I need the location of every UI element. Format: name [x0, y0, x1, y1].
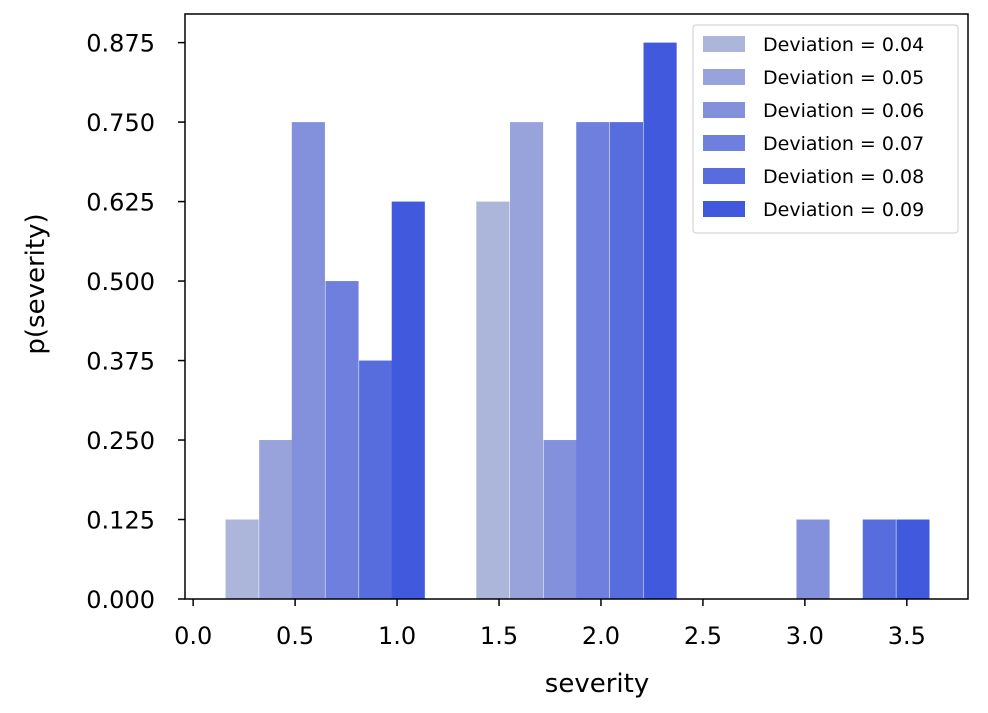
legend-label-5: Deviation = 0.09 [763, 199, 924, 221]
legend-swatch-0 [703, 36, 745, 52]
plot-frame [184, 13, 969, 600]
x-tick-label-7: 3.5 [888, 622, 926, 650]
bar-series-5-point-0 [391, 201, 425, 599]
bar-series-1-point-0 [259, 440, 293, 599]
legend: Deviation = 0.04 Deviation = 0.05 Deviatio… [692, 24, 959, 234]
legend-swatch-2 [703, 102, 745, 118]
legend-box [692, 24, 959, 234]
y-tick-label-6: 0.750 [86, 109, 155, 137]
bar-series-4-point-2 [862, 519, 896, 599]
bar-series-1-point-1 [509, 122, 544, 599]
y-tick-label-5: 0.625 [86, 189, 155, 217]
bar-series-0-point-0 [225, 519, 259, 599]
x-tick-label-6: 3.0 [786, 622, 824, 650]
y-tick-label-7: 0.875 [86, 30, 155, 58]
y-axis-label: p(severity) [21, 213, 51, 354]
x-tick-label-2: 1.0 [378, 622, 416, 650]
bar-series-3-point-1 [576, 122, 610, 599]
legend-label-1: Deviation = 0.05 [763, 67, 924, 89]
y-tick-label-1: 0.125 [86, 507, 155, 535]
x-tick-label-3: 1.5 [480, 622, 518, 650]
bar-series-5-point-2 [896, 519, 930, 599]
y-tick-label-4: 0.500 [86, 268, 155, 296]
legend-swatch-1 [703, 69, 745, 85]
bar-series-2-point-1 [543, 440, 577, 599]
bar-series-4-point-1 [609, 122, 644, 599]
y-tick-label-3: 0.375 [86, 348, 155, 376]
bar-series-2-point-2 [796, 519, 830, 599]
legend-label-4: Deviation = 0.08 [763, 166, 924, 188]
legend-label-0: Deviation = 0.04 [763, 34, 924, 56]
bar-series-0-point-1 [476, 201, 510, 599]
x-axis-label: severity [545, 669, 649, 699]
bar-series-5-point-1 [643, 42, 677, 600]
bar-series-4-point-0 [359, 360, 393, 599]
x-tick-label-1: 0.5 [276, 622, 314, 650]
legend-swatch-3 [703, 135, 745, 151]
x-tick-label-5: 2.5 [684, 622, 722, 650]
legend-label-3: Deviation = 0.07 [763, 133, 924, 155]
legend-label-2: Deviation = 0.06 [763, 100, 924, 122]
bar-series-2-point-0 [291, 122, 325, 599]
bar-series-3-point-0 [325, 281, 359, 599]
axes-layer: 0.000 0.125 0.250 0.375 0.500 0.625 0.750 0.875… [86, 13, 969, 650]
legend-swatch-4 [703, 168, 745, 184]
x-tick-label-0: 0.0 [174, 622, 212, 650]
y-tick-label-0: 0.000 [86, 586, 155, 614]
bars-layer [225, 42, 930, 600]
legend-swatch-5 [703, 201, 745, 217]
x-tick-label-4: 2.0 [582, 622, 620, 650]
y-tick-label-2: 0.250 [86, 427, 155, 455]
